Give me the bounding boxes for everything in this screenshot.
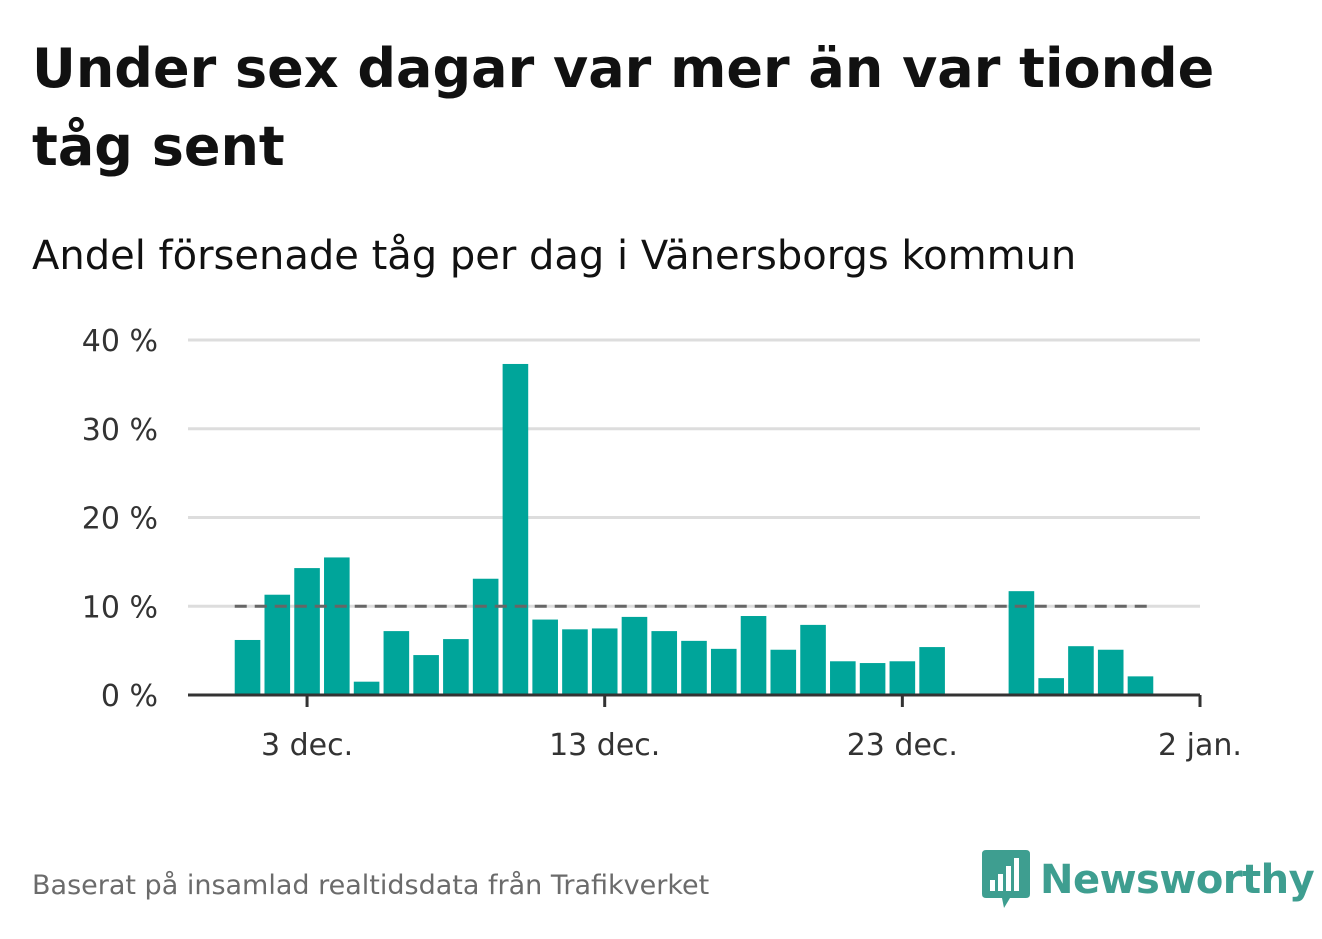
y-tick-label: 0 %	[101, 679, 158, 714]
bar	[919, 647, 945, 695]
bar	[353, 681, 380, 695]
bar	[562, 629, 588, 695]
bar	[770, 649, 797, 695]
bar	[591, 628, 618, 695]
brand-logo: Newsworthy	[982, 850, 1315, 910]
bar	[294, 568, 320, 695]
brand-name: Newsworthy	[1040, 857, 1315, 903]
bar	[383, 631, 410, 695]
bar	[1068, 646, 1094, 695]
bar	[1008, 591, 1035, 695]
bar	[1127, 676, 1154, 695]
bar	[324, 557, 350, 695]
bar	[264, 594, 291, 695]
bar	[532, 619, 558, 695]
bar	[1097, 649, 1124, 695]
bar	[681, 640, 707, 695]
x-tick-label: 2 jan.	[1158, 728, 1242, 763]
axes: 0 % 10 % 20 % 30 % 40 % 3 dec. 13 dec. 23 dec. 2…	[82, 324, 1242, 763]
bar	[443, 639, 469, 695]
bar	[889, 661, 916, 695]
bar	[502, 363, 529, 695]
y-tick-label: 30 %	[82, 413, 158, 448]
chart-subtitle: Andel försenade tåg per dag i Vänersborg…	[32, 233, 1077, 279]
bar	[621, 616, 648, 695]
bar	[1038, 678, 1064, 695]
source-footer: Baserat på insamlad realtidsdata från Tr…	[32, 870, 710, 901]
bar	[710, 648, 737, 695]
chart-title: Under sex dagar var mer än var tionde tå…	[32, 37, 1215, 178]
bar	[740, 616, 767, 695]
bar	[234, 639, 261, 695]
y-tick-label: 10 %	[82, 590, 158, 625]
y-tick-label: 20 %	[82, 502, 158, 537]
bar-chart: 0 % 10 % 20 % 30 % 40 % 3 dec. 13 dec. 23 dec. 2…	[82, 324, 1242, 763]
x-tick-label: 13 dec.	[549, 728, 660, 763]
newsworthy-logo-icon	[982, 850, 1030, 908]
bar	[472, 578, 499, 695]
bar	[651, 631, 678, 695]
bar	[859, 663, 886, 695]
y-tick-label: 40 %	[82, 324, 158, 359]
x-tick-label: 3 dec.	[261, 728, 353, 763]
bar	[413, 655, 439, 695]
bars	[234, 363, 1154, 695]
bar	[800, 624, 826, 695]
x-tick-label: 23 dec.	[847, 728, 958, 763]
bar	[830, 661, 856, 695]
